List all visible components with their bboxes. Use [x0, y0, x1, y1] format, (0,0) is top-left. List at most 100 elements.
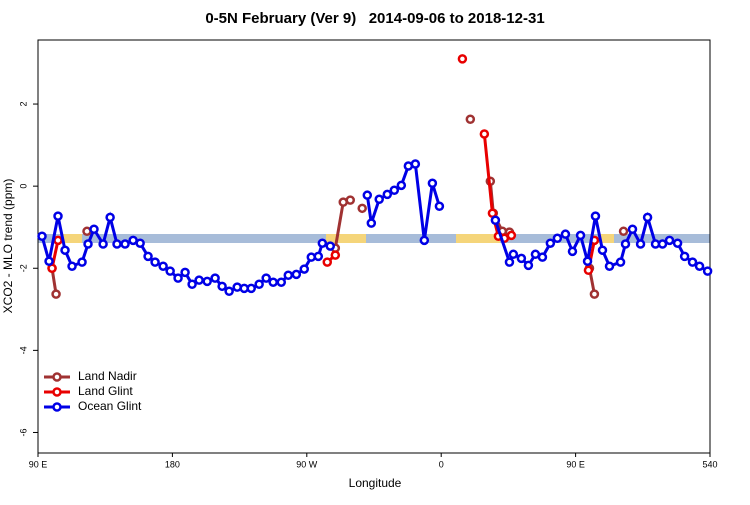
point	[567, 246, 578, 257]
point	[374, 194, 384, 205]
point	[254, 279, 264, 290]
point	[537, 252, 548, 262]
point	[583, 265, 594, 276]
y-axis-title: XCO2 - MLO trend (ppm)	[1, 179, 15, 314]
point	[357, 203, 367, 214]
point	[490, 215, 501, 225]
point	[105, 212, 115, 223]
point	[51, 289, 61, 299]
point	[618, 226, 629, 237]
point	[504, 257, 515, 267]
point	[173, 273, 183, 283]
point	[479, 129, 490, 139]
point	[83, 239, 93, 249]
legend-marker	[52, 402, 62, 412]
point	[362, 190, 373, 200]
point	[575, 230, 586, 241]
y-tick-label: 2	[18, 102, 28, 107]
chart-title: 0-5N February (Ver 9) 2014-09-06 to 2018…	[205, 10, 544, 27]
point	[382, 189, 393, 200]
point	[246, 283, 256, 294]
point	[615, 257, 626, 267]
point	[187, 279, 197, 290]
point	[620, 239, 631, 249]
point	[299, 264, 310, 274]
point	[410, 159, 421, 169]
point	[590, 211, 601, 221]
point	[560, 229, 571, 239]
point	[589, 289, 600, 299]
point	[687, 257, 698, 267]
point	[98, 239, 108, 249]
point	[434, 201, 445, 212]
x-tick-label: 540	[702, 459, 717, 469]
point	[582, 256, 593, 267]
point	[604, 261, 615, 271]
point	[506, 230, 517, 241]
point	[44, 256, 54, 267]
point	[53, 235, 63, 246]
point	[552, 233, 563, 244]
point	[597, 245, 608, 255]
point	[702, 266, 713, 276]
point	[53, 211, 63, 221]
point	[261, 273, 271, 283]
point	[37, 231, 47, 241]
point	[679, 251, 690, 262]
plot-frame	[37, 39, 711, 454]
point	[642, 212, 653, 223]
point	[516, 253, 527, 264]
y-tick-label: -2	[18, 264, 28, 272]
y-tick-label: 0	[18, 184, 28, 189]
series-line	[50, 133, 596, 271]
point	[217, 281, 227, 292]
point	[523, 260, 534, 271]
y-tick-label: -4	[18, 346, 28, 354]
y-tick-label: -6	[18, 428, 28, 436]
point	[135, 238, 145, 248]
legend-label: Land Glint	[78, 384, 133, 398]
point	[345, 195, 356, 205]
point	[60, 245, 70, 255]
legend-label: Ocean Glint	[78, 399, 142, 413]
point	[389, 185, 400, 196]
point	[150, 257, 160, 267]
point	[664, 235, 675, 246]
x-tick-label: 90 E	[29, 459, 48, 469]
point	[291, 269, 302, 280]
point	[657, 239, 668, 249]
point	[77, 257, 87, 267]
point	[194, 275, 204, 285]
x-tick-label: 180	[165, 459, 180, 469]
legend-marker	[52, 387, 62, 397]
point	[143, 251, 153, 262]
point	[165, 266, 175, 276]
point	[317, 238, 328, 248]
point	[508, 249, 519, 260]
x-tick-label: 0	[439, 459, 444, 469]
point	[366, 218, 377, 228]
point	[325, 241, 335, 251]
point	[465, 114, 476, 124]
point	[67, 261, 77, 271]
point	[202, 276, 212, 287]
point	[276, 277, 287, 287]
point	[694, 261, 705, 271]
point	[545, 238, 556, 248]
point	[322, 257, 333, 267]
point	[112, 239, 122, 249]
series-line	[40, 162, 709, 293]
legend-marker	[52, 372, 62, 382]
point	[224, 286, 234, 296]
x-axis-title: Longitude	[349, 476, 402, 490]
point	[158, 261, 168, 271]
point	[419, 235, 430, 246]
point	[268, 277, 278, 287]
region-band	[38, 234, 710, 243]
point	[313, 251, 324, 262]
point	[427, 178, 438, 189]
point	[627, 224, 638, 235]
point	[210, 273, 220, 283]
